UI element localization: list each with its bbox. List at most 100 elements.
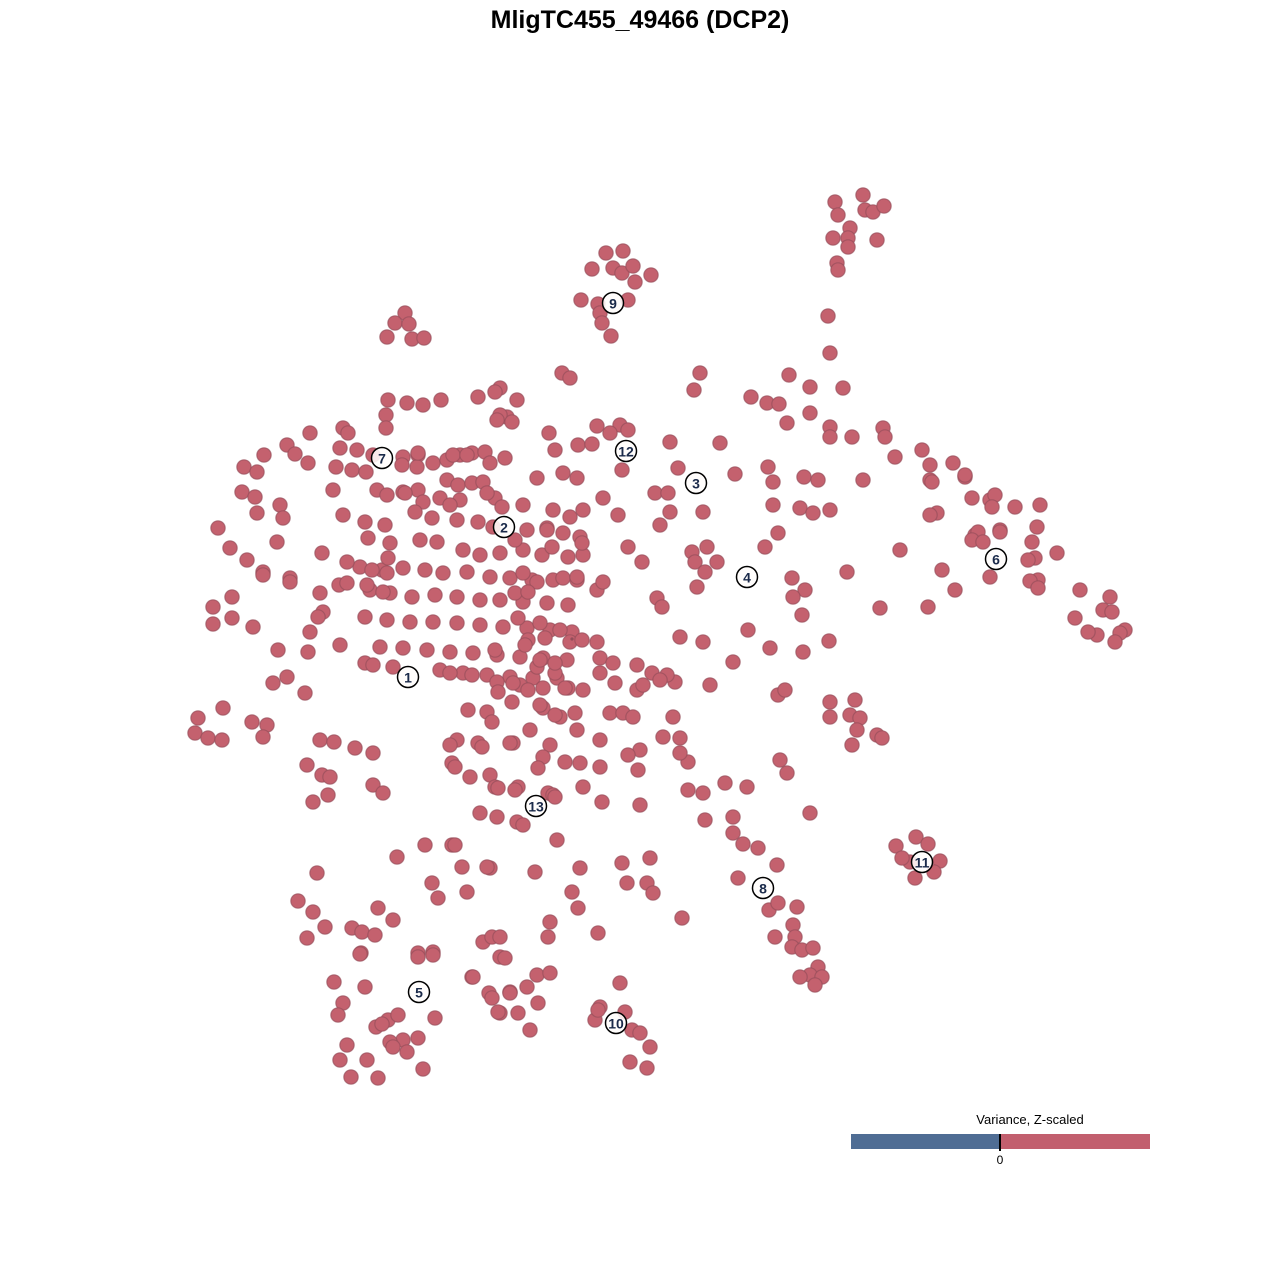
data-point <box>634 554 650 570</box>
data-point <box>417 837 433 853</box>
data-point <box>660 485 676 501</box>
data-point <box>425 455 441 471</box>
data-point <box>792 969 808 985</box>
data-point <box>1072 582 1088 598</box>
data-point <box>395 640 411 656</box>
data-point <box>820 308 836 324</box>
data-point <box>489 412 505 428</box>
data-point <box>519 979 535 995</box>
data-point <box>794 607 810 623</box>
data-point <box>964 490 980 506</box>
data-point <box>379 565 395 581</box>
data-point <box>427 587 443 603</box>
data-point <box>607 675 623 691</box>
data-point <box>410 1030 426 1046</box>
data-point <box>520 682 536 698</box>
data-point <box>887 449 903 465</box>
data-point <box>507 585 523 601</box>
data-point <box>482 455 498 471</box>
data-point <box>507 782 523 798</box>
data-point <box>459 447 475 463</box>
data-point <box>769 857 785 873</box>
data-point <box>1080 624 1096 640</box>
data-point <box>542 965 558 981</box>
data-point <box>479 485 495 501</box>
data-point <box>364 562 380 578</box>
data-point <box>309 865 325 881</box>
data-point <box>945 455 961 471</box>
data-point <box>652 517 668 533</box>
data-point <box>275 510 291 526</box>
data-point <box>190 710 206 726</box>
data-point <box>872 600 888 616</box>
data-point <box>792 500 808 516</box>
cluster-label-1: 1 <box>396 665 420 689</box>
data-point <box>892 542 908 558</box>
data-point <box>247 489 263 505</box>
data-point <box>922 507 938 523</box>
data-point <box>560 549 576 565</box>
data-point <box>697 812 713 828</box>
data-point <box>474 739 490 755</box>
data-point <box>425 947 441 963</box>
data-point <box>482 569 498 585</box>
data-point <box>535 680 551 696</box>
data-point <box>507 532 523 548</box>
data-point <box>234 484 250 500</box>
data-point <box>374 1016 390 1032</box>
data-point <box>450 477 466 493</box>
data-point <box>822 502 838 518</box>
data-point <box>472 805 488 821</box>
data-point <box>674 910 690 926</box>
cluster-label-10: 10 <box>604 1011 628 1035</box>
data-point <box>484 990 500 1006</box>
data-point <box>494 499 510 515</box>
data-point <box>575 502 591 518</box>
data-point <box>740 622 756 638</box>
data-point <box>300 455 316 471</box>
data-point <box>205 599 221 615</box>
cluster-label-text: 6 <box>992 552 1000 568</box>
data-point <box>757 539 773 555</box>
data-point <box>610 507 626 523</box>
data-point <box>855 472 871 488</box>
data-point <box>592 665 608 681</box>
data-point <box>187 725 203 741</box>
cluster-label-circle <box>910 850 934 874</box>
data-point <box>442 737 458 753</box>
data-point <box>429 534 445 550</box>
data-point <box>602 705 618 721</box>
data-point <box>407 504 423 520</box>
data-point <box>394 457 410 473</box>
data-point <box>645 885 661 901</box>
data-point <box>445 447 461 463</box>
data-point <box>487 642 503 658</box>
data-point <box>255 729 271 745</box>
data-point <box>802 405 818 421</box>
data-point <box>662 504 678 520</box>
data-point <box>920 836 936 852</box>
data-point <box>532 697 548 713</box>
data-point <box>387 315 403 331</box>
data-point <box>489 809 505 825</box>
data-point <box>767 929 783 945</box>
data-point <box>765 474 781 490</box>
data-point <box>762 640 778 656</box>
data-point <box>835 380 851 396</box>
data-point <box>462 769 478 785</box>
data-point <box>375 584 391 600</box>
data-point <box>830 262 846 278</box>
data-point <box>326 734 342 750</box>
data-point <box>547 442 563 458</box>
data-point <box>642 1039 658 1055</box>
data-point <box>541 425 557 441</box>
data-point <box>584 261 600 277</box>
data-point <box>807 977 823 993</box>
data-point <box>344 462 360 478</box>
data-point <box>539 595 555 611</box>
data-point <box>686 382 702 398</box>
data-point <box>1104 604 1120 620</box>
data-point <box>529 470 545 486</box>
data-point <box>570 437 586 453</box>
data-point <box>502 735 518 751</box>
